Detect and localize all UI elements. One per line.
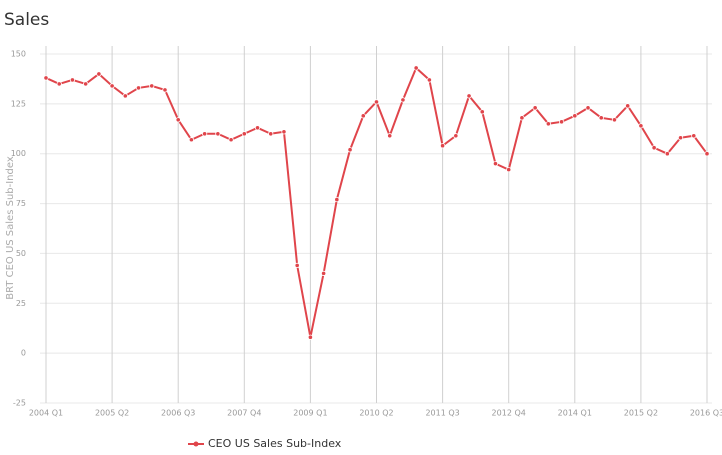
data-point <box>281 129 287 135</box>
x-tick-label: 2012 Q4 <box>492 409 526 418</box>
data-point <box>413 65 419 71</box>
data-point <box>109 83 115 89</box>
y-tick-label: 0 <box>21 349 26 358</box>
data-point <box>519 115 525 121</box>
data-point <box>162 87 168 93</box>
data-point <box>598 115 604 121</box>
x-tick-label: 2011 Q3 <box>425 409 459 418</box>
data-point <box>122 93 128 99</box>
y-tick-label: 50 <box>16 249 26 258</box>
x-tick-label: 2010 Q2 <box>359 409 393 418</box>
data-point <box>506 167 512 173</box>
data-point <box>149 83 155 89</box>
data-point <box>69 77 76 83</box>
x-tick-label: 2015 Q2 <box>624 409 658 418</box>
data-point <box>241 131 247 137</box>
data-point <box>704 151 710 157</box>
data-point <box>254 125 261 131</box>
y-tick-label: 150 <box>11 50 26 59</box>
data-point <box>664 151 670 157</box>
y-axis-label: BRT CEO US Sales Sub-Index <box>5 156 16 300</box>
data-point <box>479 109 485 115</box>
data-point <box>307 334 313 340</box>
data-point <box>532 105 538 111</box>
data-point <box>175 117 181 123</box>
data-point <box>83 81 89 87</box>
data-point <box>625 103 631 109</box>
data-point <box>215 131 221 137</box>
y-tick-label: -25 <box>13 399 26 408</box>
data-point <box>360 113 366 119</box>
y-tick-label: 25 <box>16 299 26 308</box>
data-point <box>651 145 657 151</box>
legend-label: CEO US Sales Sub-Index <box>208 437 342 450</box>
data-point <box>135 85 142 91</box>
data-point <box>268 131 274 137</box>
data-point <box>453 133 459 139</box>
x-tick-label: 2004 Q1 <box>29 409 63 418</box>
x-tick-label: 2005 Q2 <box>95 409 129 418</box>
chart-title: Sales <box>4 10 49 30</box>
x-tick-label: 2007 Q4 <box>227 409 261 418</box>
data-point <box>545 121 551 127</box>
data-point <box>321 270 327 276</box>
data-point <box>611 117 618 123</box>
data-point <box>334 196 340 203</box>
data-point <box>228 137 234 143</box>
data-point <box>426 77 432 83</box>
x-tick-label: 2009 Q1 <box>293 409 327 418</box>
data-point <box>558 119 565 125</box>
x-tick-label: 2014 Q1 <box>558 409 592 418</box>
data-point <box>294 262 300 268</box>
y-tick-label: 125 <box>11 99 26 108</box>
data-point <box>677 135 684 141</box>
data-point <box>56 81 62 87</box>
data-point <box>387 133 393 139</box>
data-point <box>492 161 499 167</box>
data-point <box>400 97 406 103</box>
data-point <box>585 105 591 111</box>
data-point <box>572 113 578 119</box>
data-point <box>691 133 697 139</box>
data-point <box>347 147 353 153</box>
data-point <box>202 131 208 137</box>
data-point <box>188 137 195 143</box>
data-point <box>373 99 380 105</box>
data-point <box>638 123 644 129</box>
data-point <box>96 71 102 77</box>
x-tick-label: 2016 Q3 <box>690 409 722 418</box>
y-tick-label: 75 <box>16 199 26 208</box>
data-point <box>43 75 49 81</box>
data-point <box>466 93 472 99</box>
y-tick-label: 100 <box>11 149 26 158</box>
legend-marker <box>193 441 199 447</box>
x-tick-label: 2006 Q3 <box>161 409 195 418</box>
data-point <box>439 143 446 149</box>
